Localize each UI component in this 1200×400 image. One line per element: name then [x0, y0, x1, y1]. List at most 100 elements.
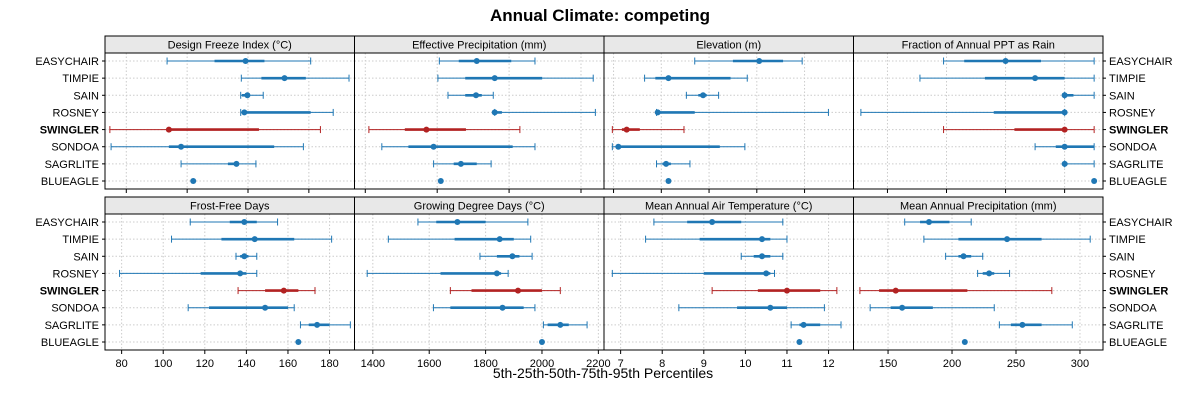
median-point — [251, 236, 258, 243]
median-point — [759, 236, 766, 243]
site-interval — [417, 218, 529, 226]
median-point — [961, 339, 968, 345]
site-label: SAGRLITE — [45, 320, 99, 332]
site-interval — [945, 252, 984, 260]
median-point — [499, 304, 506, 311]
panel: Mean Annual Precipitation (mm) 150 200 250 3… — [853, 196, 1173, 370]
median-point — [1091, 178, 1098, 184]
site-interval — [653, 218, 784, 226]
median-point — [430, 143, 437, 150]
panel-border — [104, 213, 355, 351]
x-tick-label: 9 — [701, 358, 707, 370]
x-tick-label: 2000 — [530, 358, 554, 370]
site-label: ROSNEY — [1109, 268, 1156, 280]
site-label: ROSNEY — [53, 268, 100, 280]
median-point — [1061, 92, 1068, 99]
site-interval — [299, 321, 351, 329]
site-label: SONDOA — [51, 303, 99, 315]
median-point — [654, 109, 661, 116]
panel: Growing Degree Days (°C) 1400 1600 1800 2000… — [354, 196, 611, 370]
site-interval — [437, 178, 444, 184]
site-interval — [433, 160, 492, 168]
panel-border — [603, 213, 854, 351]
site-interval — [611, 143, 746, 151]
site-interval — [171, 235, 333, 243]
panel-title: Growing Degree Days (°C) — [414, 201, 545, 213]
site-interval — [961, 339, 968, 345]
median-point — [756, 58, 763, 64]
median-point — [314, 321, 321, 328]
median-point — [800, 321, 807, 328]
site-interval — [860, 108, 1068, 116]
site-label: SONDOA — [1109, 142, 1157, 154]
panel-title: Elevation (m) — [696, 40, 761, 52]
median-point — [796, 339, 803, 345]
panel: Mean Annual Air Temperature (°C) 7 8 9 10 11 1… — [603, 196, 854, 370]
panel-border — [603, 52, 854, 190]
median-point — [178, 143, 185, 150]
median-point — [986, 270, 993, 277]
site-label: SAIN — [1109, 251, 1135, 263]
panel-title: Effective Precipitation (mm) — [412, 40, 546, 52]
site-interval — [387, 235, 532, 243]
site-interval — [645, 235, 788, 243]
median-point — [493, 270, 500, 277]
site-interval — [479, 252, 533, 260]
site-interval — [491, 108, 596, 116]
site-interval — [187, 304, 295, 312]
panel-title: Frost-Free Days — [190, 201, 270, 213]
median-point — [509, 253, 516, 260]
site-label: SWINGLER — [40, 286, 99, 298]
x-tick-label: 140 — [237, 358, 255, 370]
median-point — [1061, 160, 1068, 167]
site-interval — [366, 269, 509, 277]
median-point — [241, 219, 248, 225]
median-point — [233, 160, 240, 167]
median-point — [925, 219, 932, 225]
site-label: TIMPIE — [1109, 234, 1146, 246]
x-tick-label: 10 — [739, 358, 751, 370]
median-point — [1004, 236, 1011, 243]
site-interval — [977, 269, 1011, 277]
site-interval — [919, 74, 1095, 82]
site-interval — [796, 339, 803, 345]
median-point — [457, 160, 464, 167]
site-interval — [438, 57, 536, 65]
site-label: TIMPIE — [1109, 73, 1146, 85]
x-tick-label: 300 — [1071, 358, 1089, 370]
median-point — [473, 58, 480, 64]
site-interval — [1061, 91, 1095, 99]
median-point — [295, 339, 302, 345]
site-label: EASYCHAIR — [35, 56, 99, 68]
median-point — [665, 178, 672, 184]
x-tick-label: 1400 — [361, 358, 385, 370]
median-point — [1061, 109, 1068, 116]
site-interval — [447, 91, 494, 99]
median-point — [241, 109, 248, 116]
median-point — [783, 287, 790, 294]
x-tick-label: 8 — [659, 358, 665, 370]
site-interval — [437, 74, 594, 82]
median-point — [280, 287, 287, 294]
site-interval — [240, 74, 350, 82]
site-label: TIMPIE — [62, 73, 99, 85]
panel-border — [354, 52, 605, 190]
median-point — [496, 236, 503, 243]
median-point — [1019, 321, 1026, 328]
site-interval — [449, 287, 561, 295]
site-label: SAGRLITE — [45, 159, 99, 171]
site-interval — [859, 287, 1053, 295]
site-interval — [240, 91, 264, 99]
site-label: BLUEAGLE — [41, 176, 99, 188]
panel: Elevation (m)12001400160018002000 — [601, 35, 854, 209]
site-interval — [790, 321, 842, 329]
site-label: TIMPIE — [62, 234, 99, 246]
x-tick-label: 12 — [822, 358, 834, 370]
site-label: ROSNEY — [1109, 107, 1156, 119]
x-tick-label: 2200 — [586, 358, 610, 370]
x-tick-label: 160 — [279, 358, 297, 370]
median-point — [1002, 58, 1009, 64]
median-point — [663, 160, 670, 167]
site-interval — [432, 304, 536, 312]
x-tick-label: 1600 — [417, 358, 441, 370]
